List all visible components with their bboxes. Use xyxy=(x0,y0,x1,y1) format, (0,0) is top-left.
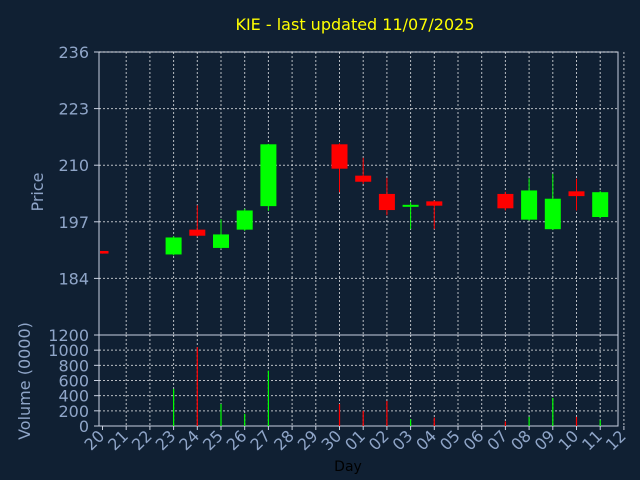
candle xyxy=(544,173,561,231)
x-axis-label: Day xyxy=(334,459,362,475)
candle xyxy=(497,191,514,211)
candle xyxy=(189,205,206,237)
candle-body xyxy=(189,229,206,236)
volume-axis-label: Volume (0000) xyxy=(15,322,34,440)
x-tick-label: 12 xyxy=(602,426,630,454)
candle-body xyxy=(426,201,443,206)
price-tick-label: 184 xyxy=(58,269,89,288)
candle xyxy=(165,236,182,256)
candle-body xyxy=(402,204,419,207)
price-tick-label: 210 xyxy=(58,156,89,175)
candle xyxy=(260,143,277,211)
price-y-ticks: 236 223 210 197 184 xyxy=(58,43,99,288)
price-plot-frame xyxy=(98,51,619,336)
candle-body xyxy=(165,237,182,255)
candles xyxy=(100,143,609,256)
candle xyxy=(402,202,419,230)
candle xyxy=(236,208,253,231)
volume-tick-label: 200 xyxy=(58,402,89,421)
candle-body xyxy=(236,210,253,230)
price-tick-label: 197 xyxy=(58,213,89,232)
volume-tick-label: 1200 xyxy=(48,326,89,345)
volume-bars xyxy=(173,347,601,426)
price-tick-label: 223 xyxy=(58,100,89,119)
candle xyxy=(521,178,538,221)
candle xyxy=(378,177,395,216)
candle xyxy=(426,200,443,230)
candle-body xyxy=(521,190,538,220)
price-grid xyxy=(99,51,625,335)
candle-body xyxy=(544,198,561,230)
volume-tick-label: 600 xyxy=(58,372,89,391)
x-axis-ticks: 2021222324252627282930010203040506070809… xyxy=(80,426,630,454)
candle xyxy=(568,178,585,211)
volume-tick-label: 800 xyxy=(58,356,89,375)
candle xyxy=(592,190,609,219)
candle-body xyxy=(378,193,395,211)
price-axis-label: Price xyxy=(28,172,47,211)
candle xyxy=(213,219,229,249)
candle xyxy=(331,143,348,193)
volume-tick-label: 0 xyxy=(79,417,89,436)
price-panel: 236 223 210 197 184 Price xyxy=(28,43,625,336)
candle-body xyxy=(568,191,585,197)
price-tick-label: 236 xyxy=(58,43,89,62)
candle-body xyxy=(497,193,514,209)
chart-title: KIE - last updated 11/07/2025 xyxy=(235,15,474,34)
candle-body xyxy=(331,144,348,169)
candle-body xyxy=(213,234,229,248)
candle-body xyxy=(260,144,277,207)
candle-body xyxy=(355,175,372,182)
volume-grid xyxy=(99,335,625,426)
candle xyxy=(100,250,109,254)
volume-tick-label: 1000 xyxy=(48,341,89,360)
candle-body xyxy=(592,192,609,218)
candle-body xyxy=(100,250,109,254)
volume-tick-label: 400 xyxy=(58,387,89,406)
candle xyxy=(355,157,372,184)
